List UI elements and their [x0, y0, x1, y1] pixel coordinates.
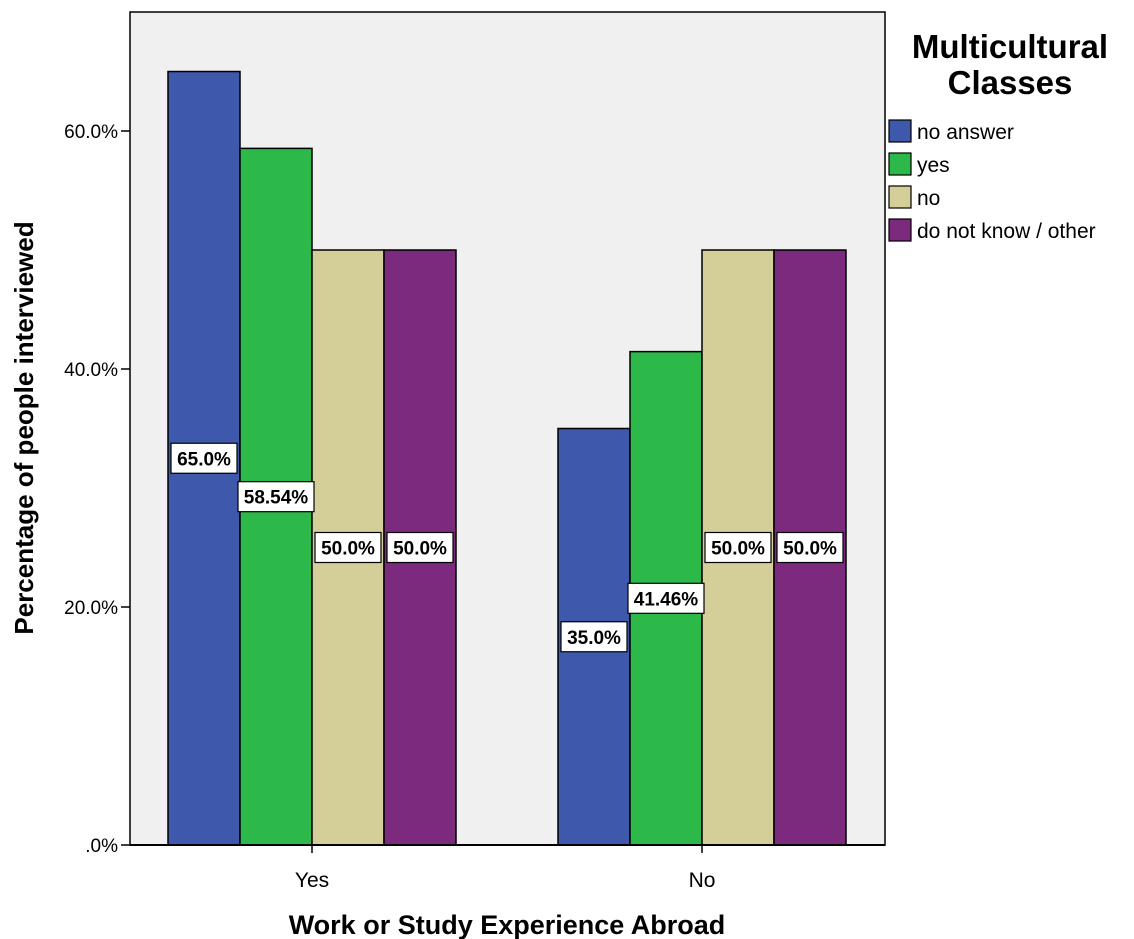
- data-label: 35.0%: [560, 621, 628, 653]
- data-label-text: 41.46%: [634, 589, 699, 610]
- legend-label: do not know / other: [917, 220, 1096, 243]
- legend-item: no: [888, 185, 940, 210]
- data-label-text: 50.0%: [711, 539, 765, 560]
- x-axis-label: Work or Study Experience Abroad: [289, 910, 726, 939]
- data-label: 58.54%: [237, 481, 315, 513]
- data-label-text: 58.54%: [244, 488, 309, 509]
- legend-label: no answer: [917, 121, 1014, 144]
- legend-item: yes: [888, 152, 950, 177]
- legend-swatch: [888, 185, 912, 209]
- y-tick-label: .0%: [85, 836, 118, 857]
- x-axis: Yes No: [130, 844, 885, 892]
- data-label-box: [560, 621, 628, 653]
- legend-swatch: [888, 152, 912, 176]
- data-label-box: [386, 531, 454, 564]
- data-label-text: 50.0%: [321, 539, 375, 560]
- y-tick-label: 20.0%: [64, 598, 118, 619]
- data-label-text: 50.0%: [783, 539, 837, 560]
- data-label: 50.0%: [776, 531, 844, 564]
- legend-title: Multicultural Classes: [912, 28, 1108, 101]
- data-label-text: 50.0%: [393, 539, 447, 560]
- y-axis-label: Percentage of people interviewed: [9, 221, 39, 634]
- data-label: 50.0%: [386, 531, 454, 564]
- y-tick-label: 40.0%: [64, 360, 118, 381]
- data-label-box: [314, 531, 382, 564]
- legend-label: yes: [917, 154, 950, 177]
- data-label-box: [776, 531, 844, 564]
- data-label-text: 65.0%: [177, 449, 231, 470]
- x-tick-label: No: [689, 869, 716, 892]
- data-label: 41.46%: [627, 582, 705, 614]
- legend-label: no: [917, 187, 940, 210]
- data-label-box: [627, 582, 705, 614]
- data-label-box: [237, 481, 315, 513]
- legend-item: do not know / other: [888, 218, 1096, 243]
- data-label-text: 35.0%: [567, 628, 621, 649]
- legend-swatch: [888, 218, 912, 242]
- legend: Multicultural Classes no answer yes no do not…: [888, 28, 1108, 243]
- y-tick-label: 60.0%: [64, 122, 118, 143]
- legend-item: no answer: [888, 119, 1014, 144]
- legend-swatch: [888, 119, 912, 143]
- data-label-box: [170, 442, 238, 474]
- data-label: 50.0%: [704, 531, 772, 564]
- data-labels-group: 65.0% 58.54% 50.0% 50.0% 35.0% 41.46% 50.0% 50.…: [170, 442, 844, 653]
- y-axis: .0% 20.0% 40.0% 60.0%: [64, 122, 130, 857]
- data-label-box: [704, 531, 772, 564]
- data-label: 65.0%: [170, 442, 238, 474]
- data-label: 50.0%: [314, 531, 382, 564]
- x-tick-label: Yes: [295, 869, 329, 892]
